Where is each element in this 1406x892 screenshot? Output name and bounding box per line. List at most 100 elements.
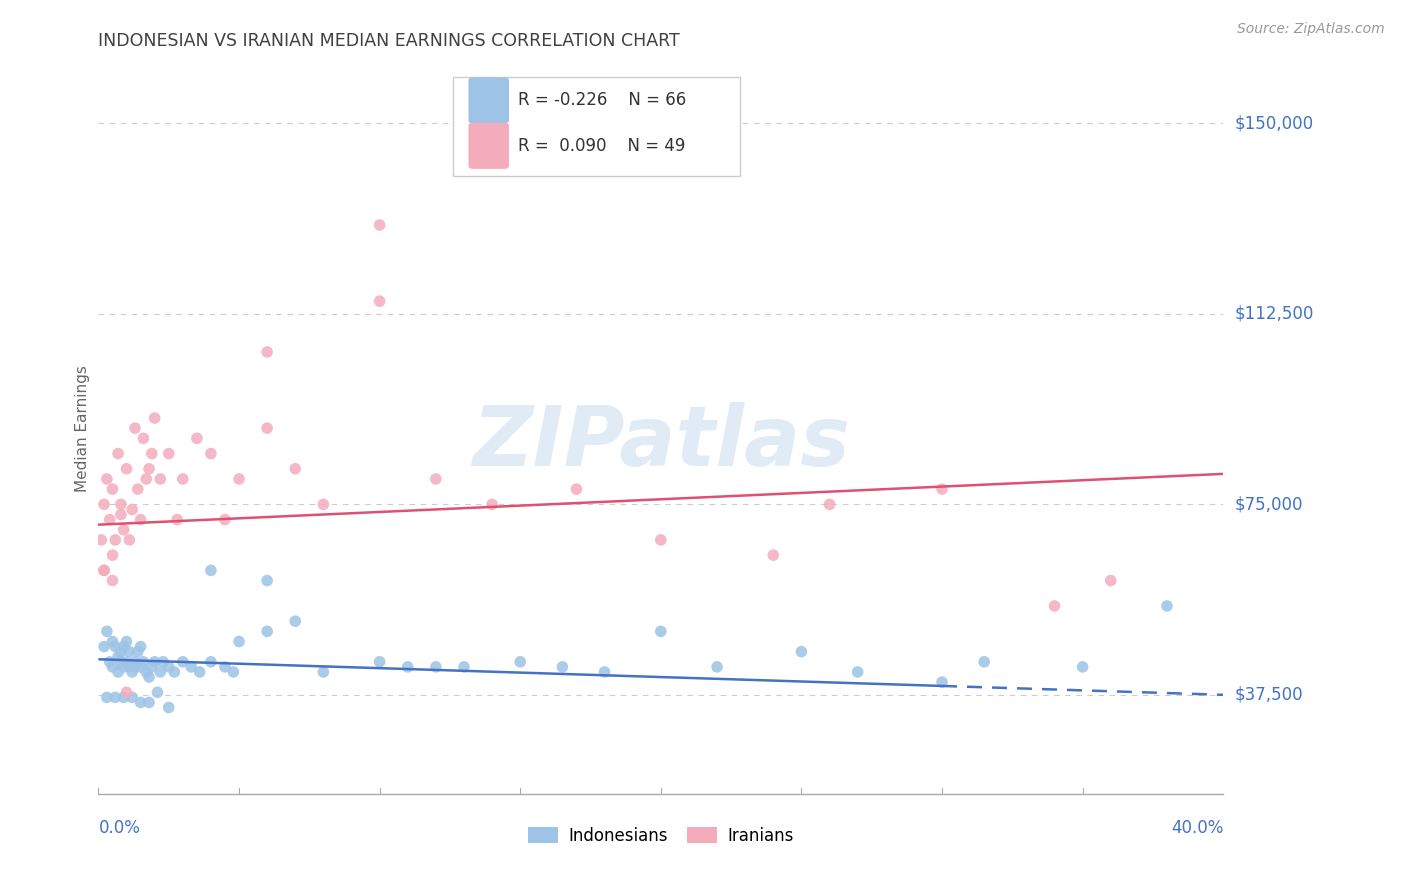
Point bbox=[152, 655, 174, 669]
Point bbox=[200, 446, 222, 460]
Point bbox=[284, 462, 307, 476]
Point bbox=[101, 660, 124, 674]
Point bbox=[129, 660, 152, 674]
Point bbox=[101, 574, 124, 588]
Point bbox=[312, 665, 335, 679]
Text: R =  0.090    N = 49: R = 0.090 N = 49 bbox=[517, 136, 685, 155]
Point bbox=[107, 649, 129, 664]
Point bbox=[110, 655, 132, 669]
Point bbox=[93, 640, 115, 654]
Point bbox=[110, 645, 132, 659]
Point bbox=[101, 482, 124, 496]
Point bbox=[256, 421, 278, 435]
Point bbox=[256, 624, 278, 639]
Point bbox=[110, 497, 132, 511]
Point bbox=[98, 655, 121, 669]
Point bbox=[931, 675, 953, 690]
Point bbox=[110, 508, 132, 522]
Point bbox=[425, 472, 447, 486]
Point bbox=[481, 497, 503, 511]
Text: 0.0%: 0.0% bbox=[98, 819, 141, 837]
Point bbox=[115, 685, 138, 699]
Point bbox=[166, 512, 188, 526]
Point bbox=[973, 655, 995, 669]
Point bbox=[1099, 574, 1122, 588]
Point bbox=[188, 665, 211, 679]
Point bbox=[135, 472, 157, 486]
Point bbox=[112, 690, 135, 705]
Point bbox=[118, 533, 141, 547]
Point bbox=[222, 665, 245, 679]
Point bbox=[186, 431, 208, 445]
Point bbox=[129, 696, 152, 710]
Text: $37,500: $37,500 bbox=[1234, 686, 1303, 704]
Point bbox=[104, 690, 127, 705]
Point bbox=[593, 665, 616, 679]
Point bbox=[104, 533, 127, 547]
Text: $75,000: $75,000 bbox=[1234, 495, 1303, 514]
Point bbox=[146, 685, 169, 699]
Point bbox=[124, 655, 146, 669]
Legend: Indonesians, Iranians: Indonesians, Iranians bbox=[522, 820, 800, 851]
Point bbox=[96, 624, 118, 639]
Point bbox=[846, 665, 869, 679]
Point bbox=[132, 431, 155, 445]
Point bbox=[129, 512, 152, 526]
Point bbox=[790, 645, 813, 659]
Point bbox=[200, 655, 222, 669]
Point bbox=[118, 660, 141, 674]
Point bbox=[121, 665, 143, 679]
Point bbox=[762, 548, 785, 562]
Point bbox=[107, 446, 129, 460]
Point bbox=[93, 497, 115, 511]
Point bbox=[135, 665, 157, 679]
Point bbox=[1156, 599, 1178, 613]
Point bbox=[121, 502, 143, 516]
Point bbox=[143, 655, 166, 669]
Point bbox=[214, 660, 236, 674]
Point bbox=[157, 446, 180, 460]
Point bbox=[650, 533, 672, 547]
Point bbox=[1043, 599, 1066, 613]
Point bbox=[93, 563, 115, 577]
Point bbox=[127, 645, 149, 659]
Point bbox=[115, 462, 138, 476]
Point bbox=[172, 655, 194, 669]
Text: Source: ZipAtlas.com: Source: ZipAtlas.com bbox=[1237, 22, 1385, 37]
Point bbox=[141, 446, 163, 460]
Point bbox=[453, 660, 475, 674]
Point bbox=[157, 660, 180, 674]
Point bbox=[256, 574, 278, 588]
Point bbox=[228, 472, 250, 486]
Point bbox=[141, 660, 163, 674]
Point bbox=[368, 294, 391, 309]
Point bbox=[565, 482, 588, 496]
Point bbox=[163, 665, 186, 679]
Text: 40.0%: 40.0% bbox=[1171, 819, 1223, 837]
Point bbox=[121, 690, 143, 705]
Point bbox=[138, 670, 160, 684]
Point bbox=[138, 696, 160, 710]
Point bbox=[368, 655, 391, 669]
Point bbox=[180, 660, 202, 674]
Point bbox=[112, 640, 135, 654]
Point bbox=[124, 421, 146, 435]
Point bbox=[115, 655, 138, 669]
Point bbox=[172, 472, 194, 486]
Point bbox=[143, 411, 166, 425]
Point bbox=[818, 497, 841, 511]
Point bbox=[157, 700, 180, 714]
Point bbox=[127, 482, 149, 496]
Point bbox=[256, 345, 278, 359]
Point bbox=[129, 640, 152, 654]
Point bbox=[90, 533, 112, 547]
Point bbox=[115, 634, 138, 648]
Point bbox=[396, 660, 419, 674]
Point bbox=[284, 614, 307, 628]
Point bbox=[214, 512, 236, 526]
Point bbox=[368, 218, 391, 232]
Point bbox=[132, 655, 155, 669]
FancyBboxPatch shape bbox=[453, 77, 740, 176]
Point bbox=[1071, 660, 1094, 674]
Point bbox=[101, 634, 124, 648]
